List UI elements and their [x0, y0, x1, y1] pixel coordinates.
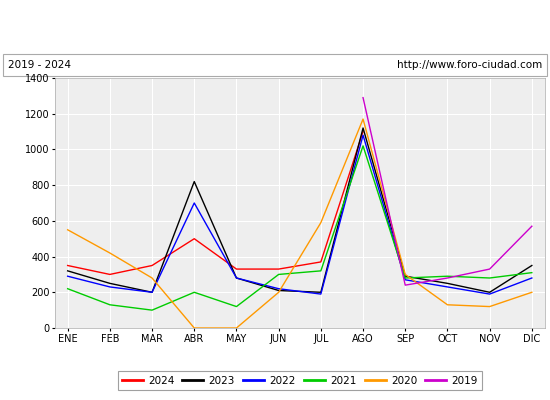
Text: http://www.foro-ciudad.com: http://www.foro-ciudad.com [397, 60, 542, 70]
Text: Evolucion Nº Turistas Nacionales en el municipio de Higuera de la Serena: Evolucion Nº Turistas Nacionales en el m… [58, 20, 492, 32]
Text: 2019 - 2024: 2019 - 2024 [8, 60, 72, 70]
Bar [3, 54, 547, 76]
Legend: 2024, 2023, 2022, 2021, 2020, 2019: 2024, 2023, 2022, 2021, 2020, 2019 [118, 372, 482, 390]
